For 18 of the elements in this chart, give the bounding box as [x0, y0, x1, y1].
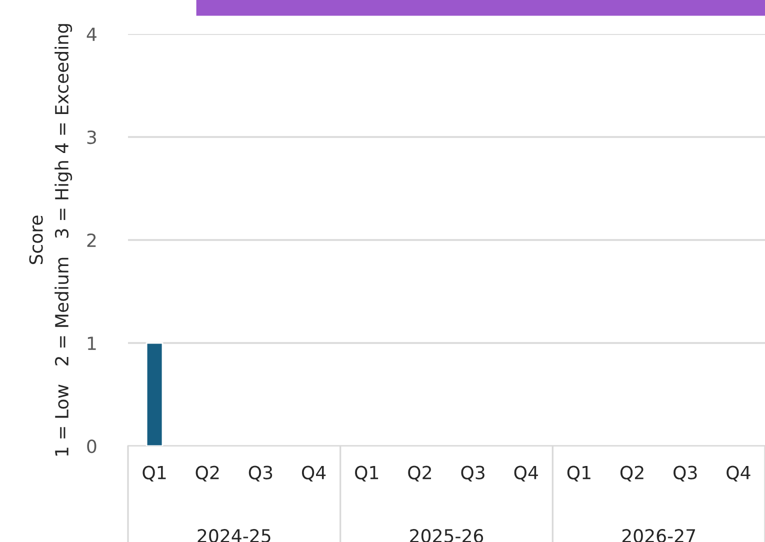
y-tick-label: 2 [87, 233, 96, 247]
y-axis-title: Score 1 = Low 2 = Medium 3 = High 4 = Exceeding [29, 24, 72, 456]
x-tick-label: Q3 [674, 466, 697, 482]
x-tick-label: Q2 [408, 466, 431, 482]
y-tick-label: 4 [86, 28, 96, 41]
x-tick-label: Q1 [355, 466, 378, 482]
x-tick-label: Q4 [726, 466, 750, 482]
x-tick-label: Q3 [461, 466, 484, 482]
x-tick-label: Q4 [514, 466, 538, 482]
y-tick-label: 3 [87, 130, 96, 144]
x-tick-label: Q2 [620, 466, 644, 482]
x-tick-label: Q4 [302, 466, 326, 482]
x-tick-label: Q2 [196, 466, 219, 482]
x-tick-label: Q3 [248, 466, 272, 482]
x-tick-label: Q1 [142, 466, 166, 482]
x-tick-label: Q1 [567, 466, 590, 482]
y-tick-label: 0 [87, 439, 96, 454]
y-tick-label: 1 [88, 336, 96, 350]
